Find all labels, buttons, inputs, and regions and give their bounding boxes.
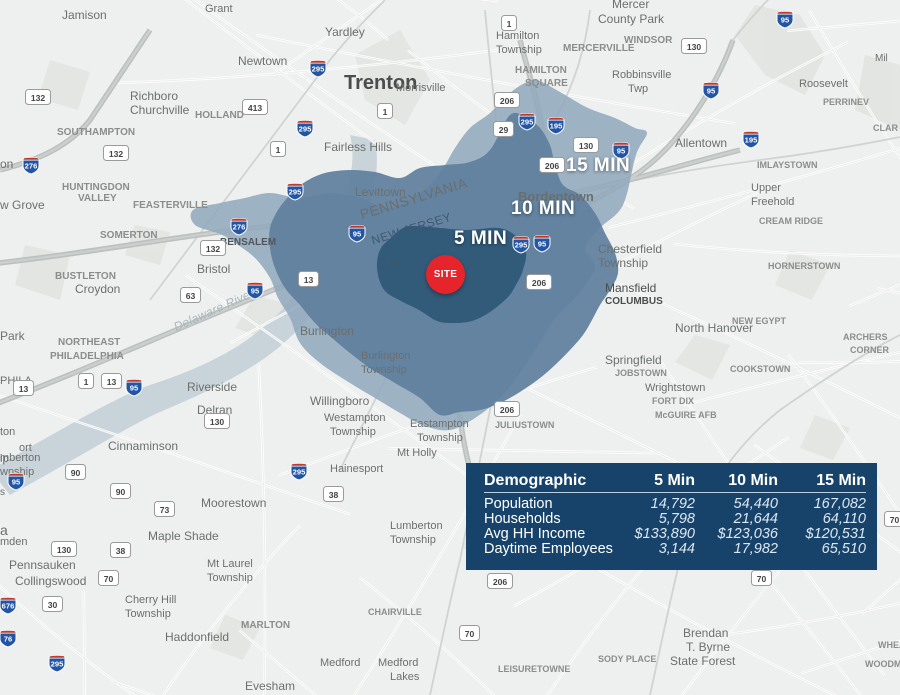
svg-text:90: 90 xyxy=(115,487,125,497)
svg-text:295: 295 xyxy=(299,125,312,134)
svg-text:70: 70 xyxy=(756,574,766,584)
svg-text:130: 130 xyxy=(687,42,702,52)
svg-text:132: 132 xyxy=(31,93,46,103)
svg-text:95: 95 xyxy=(12,478,21,487)
svg-text:95: 95 xyxy=(781,16,790,25)
svg-text:73: 73 xyxy=(159,505,169,515)
svg-text:13: 13 xyxy=(18,384,28,394)
svg-text:132: 132 xyxy=(109,149,124,159)
svg-text:95: 95 xyxy=(353,230,362,239)
svg-text:295: 295 xyxy=(521,118,534,127)
svg-text:95: 95 xyxy=(251,287,260,296)
svg-text:63: 63 xyxy=(185,291,195,301)
svg-text:95: 95 xyxy=(538,240,547,249)
svg-text:1: 1 xyxy=(84,377,89,387)
svg-text:206: 206 xyxy=(500,405,515,415)
svg-text:70: 70 xyxy=(103,574,113,584)
svg-text:95: 95 xyxy=(130,384,139,393)
svg-text:29: 29 xyxy=(498,125,508,135)
svg-text:195: 195 xyxy=(745,136,758,145)
svg-text:13: 13 xyxy=(106,377,116,387)
svg-text:1: 1 xyxy=(507,19,512,29)
svg-text:70: 70 xyxy=(889,515,899,525)
svg-text:76: 76 xyxy=(4,635,12,644)
svg-text:195: 195 xyxy=(550,122,563,131)
svg-text:276: 276 xyxy=(25,162,38,171)
svg-text:70: 70 xyxy=(464,629,474,639)
svg-text:1: 1 xyxy=(276,145,281,155)
svg-text:130: 130 xyxy=(57,545,72,555)
svg-text:30: 30 xyxy=(47,600,57,610)
svg-text:95: 95 xyxy=(707,87,716,96)
svg-text:1: 1 xyxy=(383,107,388,117)
svg-text:295: 295 xyxy=(51,660,64,669)
svg-text:276: 276 xyxy=(233,223,246,232)
svg-text:206: 206 xyxy=(545,161,560,171)
svg-text:295: 295 xyxy=(289,188,302,197)
svg-text:130: 130 xyxy=(579,141,594,151)
svg-text:206: 206 xyxy=(500,96,515,106)
svg-text:295: 295 xyxy=(312,65,325,74)
svg-text:130: 130 xyxy=(210,417,225,427)
svg-text:90: 90 xyxy=(70,468,80,478)
svg-text:413: 413 xyxy=(248,103,263,113)
svg-text:295: 295 xyxy=(515,241,528,250)
svg-text:13: 13 xyxy=(303,275,313,285)
svg-text:132: 132 xyxy=(206,244,221,254)
svg-text:295: 295 xyxy=(293,468,306,477)
svg-text:38: 38 xyxy=(328,490,338,500)
svg-text:206: 206 xyxy=(532,278,547,288)
svg-text:676: 676 xyxy=(2,602,15,611)
svg-text:206: 206 xyxy=(493,577,508,587)
svg-text:38: 38 xyxy=(115,546,125,556)
